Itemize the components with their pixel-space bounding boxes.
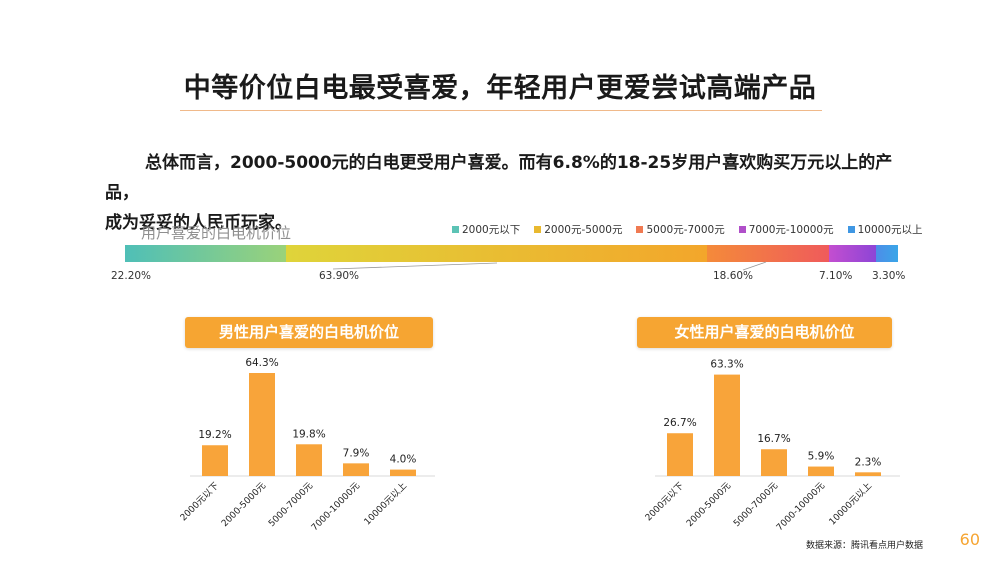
legend-label: 7000元-10000元 (748, 224, 834, 236)
bar-value-label: 19.8% (292, 428, 325, 440)
legend-label: 2000元以下 (462, 224, 521, 236)
category-tick-label: 5000-7000元 (267, 481, 315, 529)
legend-item: 2000元-5000元 (534, 222, 622, 237)
stacked-segment (125, 245, 286, 262)
page-title: 中等价位白电最受喜爱，年轻用户更爱尝试高端产品 (183, 73, 817, 104)
bar (761, 449, 787, 476)
bar-value-label: 5.9% (808, 451, 835, 463)
legend-item: 2000元以下 (452, 222, 520, 237)
distribution-chart-title: 用户喜爱的白电机价位 (141, 224, 292, 242)
stacked-segment (876, 245, 898, 262)
title-divider (180, 110, 822, 111)
stacked-segment (286, 245, 707, 262)
stacked-segment (707, 245, 829, 262)
legend-label: 2000元-5000元 (544, 224, 623, 236)
bar-value-label: 26.7% (663, 417, 696, 429)
category-tick-label: 7000-10000元 (310, 481, 362, 533)
bar-value-label: 63.3% (710, 359, 743, 371)
bar (343, 463, 369, 476)
category-tick-label: 2000-5000元 (685, 481, 733, 529)
female-chart-title: 女性用户喜爱的白电机价位 (637, 317, 892, 348)
category-tick-label: 2000元以下 (645, 481, 686, 523)
bar-value-label: 64.3% (245, 357, 278, 369)
segment-percent-label: 63.90% (319, 270, 360, 282)
category-tick-label: 5000-7000元 (732, 481, 780, 529)
legend-swatch (738, 226, 746, 233)
bar-value-label: 4.0% (390, 454, 417, 466)
category-tick-label: 10000元以上 (362, 480, 409, 527)
segment-percent-label: 18.60% (713, 270, 754, 282)
summary-line-2: 成为妥妥的人民币玩家。 (105, 213, 292, 233)
legend-swatch (534, 226, 542, 233)
summary-text: 总体而言，2000-5000元的白电更受用户喜爱。而有6.8%的18-25岁用户… (105, 148, 905, 238)
page-number: 60 (959, 530, 980, 549)
legend-label: 10000元以上 (857, 224, 923, 236)
bar (667, 433, 693, 476)
summary-line-1: 总体而言，2000-5000元的白电更受用户喜爱。而有6.8%的18-25岁用户… (105, 153, 893, 203)
female-price-bar-chart: 26.7% 2000元以下 63.3% 2000-5000元 16.7% 5000-700… (645, 359, 900, 533)
male-chart-title: 男性用户喜爱的白电机价位 (185, 317, 433, 348)
distribution-legend: 2000元以下 2000元-5000元 5000元-7000元 7000元-10000… (452, 222, 923, 237)
segment-percent-label: 3.30% (872, 270, 906, 282)
bar-value-label: 2.3% (855, 456, 882, 468)
bar (855, 472, 881, 476)
bar-value-label: 19.2% (198, 429, 231, 441)
segment-percent-label: 22.20% (111, 270, 152, 282)
legend-swatch (847, 226, 855, 233)
bar (249, 373, 275, 476)
legend-swatch (636, 226, 644, 233)
legend-label: 5000元-7000元 (646, 224, 725, 236)
legend-swatch (452, 226, 459, 233)
legend-item: 5000元-7000元 (636, 222, 725, 237)
bar (202, 445, 228, 476)
category-tick-label: 7000-10000元 (775, 481, 827, 533)
bar-value-label: 7.9% (343, 447, 370, 459)
segment-percent-label: 7.10% (819, 270, 853, 282)
category-tick-label: 2000元以下 (180, 481, 221, 523)
bar (390, 469, 416, 476)
stacked-segment (829, 245, 876, 262)
distribution-stacked-bar (125, 245, 898, 262)
bar (808, 466, 834, 476)
bar-value-label: 16.7% (757, 433, 790, 445)
category-tick-label: 10000元以上 (827, 480, 874, 527)
category-tick-label: 2000-5000元 (220, 481, 268, 529)
bar (296, 444, 322, 476)
bar (714, 374, 740, 476)
data-source: 数据来源：腾讯看点用户数据 (806, 541, 924, 551)
male-price-bar-chart: 19.2% 2000元以下 64.3% 2000-5000元 19.8% 5000-700… (180, 357, 435, 533)
legend-item: 10000元以上 (847, 222, 923, 237)
legend-item: 7000元-10000元 (738, 222, 834, 237)
